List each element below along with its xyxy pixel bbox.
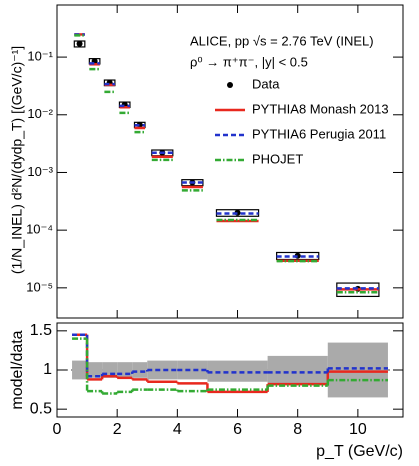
y-tick-label: 10⁻⁵ — [26, 279, 53, 294]
sys-band — [177, 360, 208, 380]
x-tick-label: 6 — [233, 421, 242, 438]
legend-label: Data — [252, 76, 280, 91]
legend-label: PYTHIA6 Perugia 2011 — [252, 126, 386, 141]
x-tick-label: 10 — [349, 421, 367, 438]
legend-marker — [227, 82, 233, 88]
y-tick-label: 10⁻¹ — [27, 49, 53, 64]
chart-subtitle: ρ⁰ → π⁺π⁻, |y| < 0.5 — [190, 54, 308, 69]
y-axis-label: (1/N_INEL) d²N/(dydp_T) [(GeV/c)⁻¹] — [9, 46, 25, 274]
y-tick-label: 10⁻⁴ — [26, 222, 53, 237]
sys-band — [72, 360, 88, 380]
x-tick-label: 4 — [173, 421, 182, 438]
y-tick-label: 10⁻³ — [27, 164, 53, 179]
y-tick-label: 1.5 — [30, 322, 52, 339]
y-tick-label: 0.5 — [30, 400, 52, 417]
sys-band — [87, 362, 103, 378]
ratio-y-label: model/data — [9, 330, 26, 409]
top-frame — [56, 4, 404, 319]
sys-band — [147, 360, 178, 380]
x-axis-label: p_T (GeV/c) — [316, 443, 403, 460]
legend-label: PYTHIA8 Monash 2013 — [252, 101, 389, 116]
data-point — [76, 40, 83, 47]
y-tick-label: 1 — [43, 361, 52, 378]
x-tick-label: 2 — [113, 421, 122, 438]
sys-band — [267, 355, 328, 384]
legend-label: PHOJET — [252, 151, 303, 166]
y-tick-label: 10⁻² — [27, 106, 53, 121]
sys-band — [132, 362, 148, 378]
sys-band — [207, 360, 268, 382]
sys-band — [327, 342, 388, 398]
chart-title: ALICE, pp √s = 2.76 TeV (INEL) — [190, 33, 374, 48]
x-tick-label: 0 — [53, 421, 62, 438]
x-tick-label: 8 — [293, 421, 302, 438]
sys-band — [117, 362, 133, 378]
